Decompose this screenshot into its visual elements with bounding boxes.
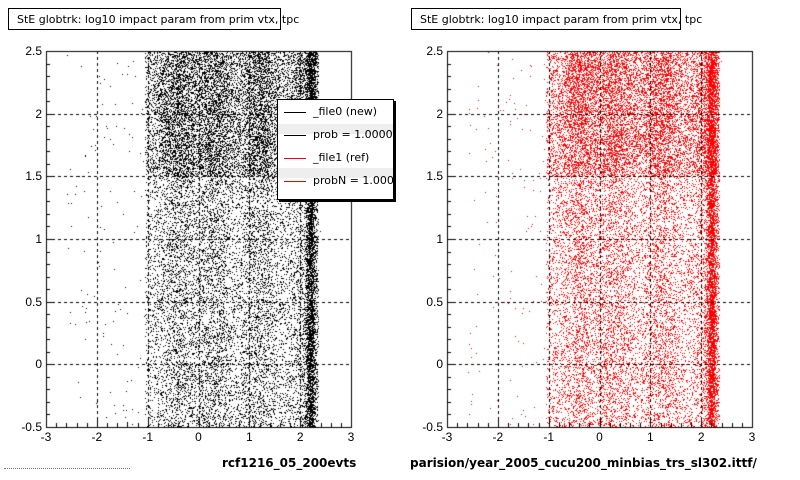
legend-entry-probn: probN = 1.000000 bbox=[278, 170, 393, 192]
legend-label: probN = 1.000000 bbox=[313, 174, 394, 187]
y-tick-label: 2 bbox=[35, 106, 42, 121]
x-tick-label: 1 bbox=[245, 430, 253, 444]
x-tick-label: 3 bbox=[347, 430, 355, 444]
x-tick-label: 2 bbox=[697, 430, 705, 444]
y-tick-label: -0.5 bbox=[422, 420, 443, 434]
footer-dotted-stamp bbox=[4, 468, 130, 477]
legend-entry-file0: _file0 (new) bbox=[278, 101, 393, 123]
x-tick-label: -1 bbox=[543, 430, 554, 444]
left-chart-title: StE globtrk: log10 impact param from pri… bbox=[8, 8, 299, 30]
legend-shade-band bbox=[278, 124, 393, 134]
legend-entry-prob: prob = 1.000000 bbox=[278, 124, 393, 146]
x-tick-label: -2 bbox=[492, 430, 504, 444]
right-x-caption: parision/year_2005_cucu200_minbias_trs_s… bbox=[410, 456, 757, 470]
legend-shade-band bbox=[278, 168, 393, 178]
legend-line-black bbox=[284, 112, 306, 113]
y-tick-label: 0 bbox=[436, 357, 443, 372]
legend: _file0 (new) prob = 1.000000 _file1 (ref… bbox=[277, 99, 394, 200]
y-tick-label: -0.5 bbox=[21, 420, 42, 434]
legend-label: prob = 1.000000 bbox=[313, 128, 393, 141]
y-tick-label: 1 bbox=[436, 232, 443, 246]
left-x-caption: rcf1216_05_200evts bbox=[222, 456, 357, 470]
legend-line-black bbox=[284, 135, 306, 136]
y-tick-label: 2.5 bbox=[426, 44, 443, 58]
legend-line-red bbox=[284, 158, 306, 159]
y-tick-label: 0 bbox=[35, 357, 42, 372]
legend-entry-file1: _file1 (ref) bbox=[278, 147, 393, 169]
x-tick-label: 0 bbox=[596, 430, 603, 444]
y-tick-label: 2.5 bbox=[25, 44, 42, 58]
x-tick-label: 0 bbox=[195, 430, 202, 444]
x-tick-label: 2 bbox=[296, 430, 304, 444]
x-tick-label: -1 bbox=[142, 430, 153, 444]
y-tick-label: 1 bbox=[35, 232, 42, 246]
y-tick-label: 1.5 bbox=[426, 169, 443, 184]
y-tick-label: 2 bbox=[436, 106, 443, 121]
y-tick-label: 0.5 bbox=[25, 294, 42, 309]
y-tick-label: 1.5 bbox=[25, 169, 42, 184]
x-tick-label: 3 bbox=[748, 430, 756, 444]
legend-line-red bbox=[284, 181, 306, 182]
legend-label: _file0 (new) bbox=[313, 105, 378, 118]
right-chart-title: StE globtrk: log10 impact param from pri… bbox=[411, 8, 702, 30]
x-tick-label: 1 bbox=[646, 430, 654, 444]
legend-label: _file1 (ref) bbox=[313, 151, 370, 164]
x-tick-label: -3 bbox=[40, 430, 52, 444]
x-tick-label: -2 bbox=[91, 430, 103, 444]
y-tick-label: 0.5 bbox=[426, 294, 443, 309]
x-tick-label: -3 bbox=[441, 430, 453, 444]
